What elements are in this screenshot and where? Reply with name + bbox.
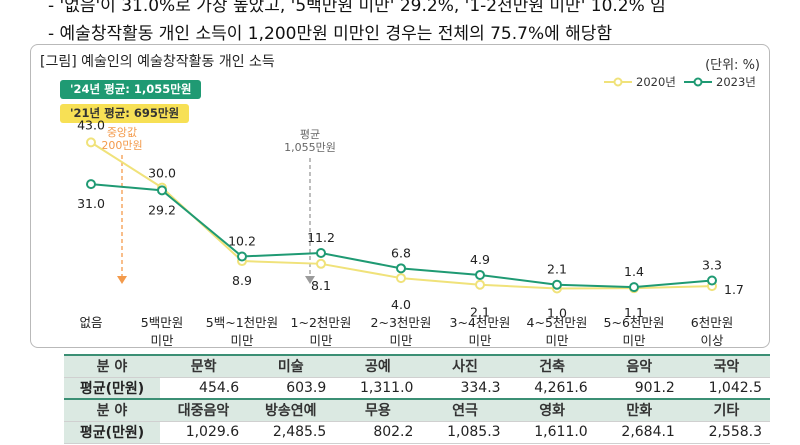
data-point-2023년-0 [86, 179, 96, 190]
category-label-4: 2~3천만원 미만 [370, 315, 432, 348]
category-label-6: 4~5천만원 미만 [526, 315, 588, 348]
mean-annotation-line-1: 평균 [299, 128, 321, 141]
table-value-cell: 1,029.6 [160, 421, 248, 444]
median-annotation-line-1: 중앙값 [106, 126, 138, 139]
data-label-2023년-3: 11.2 [307, 230, 335, 245]
data-label-2020년-4: 4.0 [391, 297, 411, 312]
data-point-2020년-0 [86, 137, 96, 148]
data-label-2023년-8: 3.3 [702, 258, 722, 273]
table-value-cell: 2,485.5 [247, 421, 335, 444]
table-field-cell: 미술 [247, 354, 335, 378]
data-label-2023년-1: 29.2 [148, 202, 176, 217]
data-point-2023년-5 [475, 269, 485, 280]
data-point-2023년-1 [157, 185, 167, 196]
legend-label-2023: 2023년 [716, 75, 756, 89]
data-label-2023년-6: 2.1 [547, 262, 567, 277]
table-field-cell: 방송연예 [247, 398, 335, 422]
unit-label: (단위: %) [705, 58, 760, 73]
table-value-cell: 1,311.0 [334, 377, 422, 400]
field-average-table: 분 야 문학 미술 공예 사진 건축 음악 국악 평균(만원) 454.6 603.9 1,311.0… [64, 354, 770, 444]
table-value-cell: 1,085.3 [421, 421, 509, 444]
table-field-cell: 국악 [682, 354, 770, 378]
category-label-0: 없음 [79, 315, 103, 330]
table-field-cell: 공예 [334, 354, 422, 378]
data-label-2020년-2: 8.9 [232, 273, 252, 288]
table-row-head: 평균(만원) [64, 421, 160, 444]
data-label-2020년-3: 8.1 [311, 278, 331, 293]
category-label-3: 1~2천만원 미만 [290, 315, 352, 348]
table-row: 평균(만원) 1,029.6 2,485.5 802.2 1,085.3 1,611.0 2… [64, 421, 770, 444]
mean-annotation: 평균 1,055만원 [284, 128, 336, 154]
table-header-row: 분 야 문학 미술 공예 사진 건축 음악 국악 [64, 354, 770, 378]
data-label-2023년-2: 10.2 [228, 234, 256, 249]
table-row-head: 분 야 [64, 398, 160, 422]
table-value-cell: 2,558.3 [682, 421, 770, 444]
data-point-2020년-5 [475, 279, 485, 290]
table-field-cell: 연극 [421, 398, 509, 422]
table-field-cell: 문학 [160, 354, 248, 378]
data-label-2020년-5: 2.1 [470, 305, 490, 320]
median-annotation-line-2: 200만원 [101, 139, 143, 152]
data-point-2023년-6 [552, 279, 562, 290]
table-header-row: 분 야 대중음악 방송연예 무용 연극 영화 만화 기타 [64, 398, 770, 422]
median-annotation: 중앙값 200만원 [101, 126, 142, 152]
legend-item-2020: 2020년 [604, 74, 676, 90]
data-label-2020년-6: 1.0 [547, 306, 567, 321]
data-point-2023년-8 [707, 275, 717, 286]
category-label-5: 3~4천만원 미만 [449, 315, 511, 348]
data-label-2023년-0: 31.0 [77, 196, 105, 211]
table-value-cell: 2,684.1 [595, 421, 683, 444]
category-label-8: 6천만원 이상 [690, 315, 734, 348]
median-marker-arrow-icon [117, 276, 127, 284]
data-point-2023년-3 [316, 248, 326, 259]
data-label-2023년-5: 4.9 [470, 252, 490, 267]
mean-marker-arrow-icon [305, 276, 315, 284]
table-value-cell: 802.2 [334, 421, 422, 444]
table-row-head: 평균(만원) [64, 377, 160, 400]
table-value-cell: 1,611.0 [508, 421, 596, 444]
mean-annotation-line-2: 1,055만원 [284, 141, 336, 154]
table-value-cell: 454.6 [160, 377, 248, 400]
category-label-7: 5~6천만원 미만 [603, 315, 665, 348]
table-value-cell: 901.2 [595, 377, 683, 400]
data-point-2023년-4 [396, 263, 406, 274]
data-label-2023년-4: 6.8 [391, 245, 411, 260]
table-field-cell: 영화 [508, 398, 596, 422]
figure-frame [30, 44, 770, 348]
table-row-head: 분 야 [64, 354, 160, 378]
data-label-2023년-7: 1.4 [624, 264, 644, 279]
intro-line-2: - 예술창작활동 개인 소득이 1,200만원 미만인 경우는 전체의 75.7… [48, 24, 613, 44]
badge-2021-average: '21년 평균: 695만원 [60, 104, 190, 123]
legend-label-2020: 2020년 [636, 75, 676, 89]
table-field-cell: 기타 [682, 398, 770, 422]
table-value-cell: 4,261.6 [508, 377, 596, 400]
table-field-cell: 만화 [595, 398, 683, 422]
table-value-cell: 1,042.5 [682, 377, 770, 400]
data-point-2023년-7 [629, 282, 639, 293]
data-label-2020년-1: 30.0 [148, 166, 176, 181]
table-field-cell: 음악 [595, 354, 683, 378]
table-value-cell: 603.9 [247, 377, 335, 400]
table-row: 평균(만원) 454.6 603.9 1,311.0 334.3 4,261.6 901.2… [64, 377, 770, 400]
table-field-cell: 대중음악 [160, 398, 248, 422]
figure-title: [그림] 예술인의 예술창작활동 개인 소득 [40, 54, 275, 70]
legend-line-2020-icon [604, 77, 632, 87]
data-label-2020년-8: 1.7 [724, 282, 744, 297]
table-field-cell: 건축 [508, 354, 596, 378]
category-label-1: 5백만원 미만 [140, 315, 184, 348]
data-point-2023년-2 [237, 251, 247, 262]
legend-item-2023: 2023년 [684, 74, 756, 90]
data-label-2020년-7: 1.1 [624, 305, 644, 320]
data-point-2020년-4 [396, 273, 406, 284]
data-point-2020년-3 [316, 258, 326, 269]
table-field-cell: 사진 [421, 354, 509, 378]
badge-2024-average: '24년 평균: 1,055만원 [60, 80, 202, 99]
intro-line-1: - '없음'이 31.0%로 가장 높았고, '5백만원 미만' 29.2%, … [48, 0, 666, 16]
legend-line-2023-icon [684, 77, 712, 87]
table-value-cell: 334.3 [421, 377, 509, 400]
category-label-2: 5백~1천만원 미만 [205, 315, 279, 348]
table-field-cell: 무용 [334, 398, 422, 422]
data-label-2020년-0: 43.0 [77, 117, 105, 132]
